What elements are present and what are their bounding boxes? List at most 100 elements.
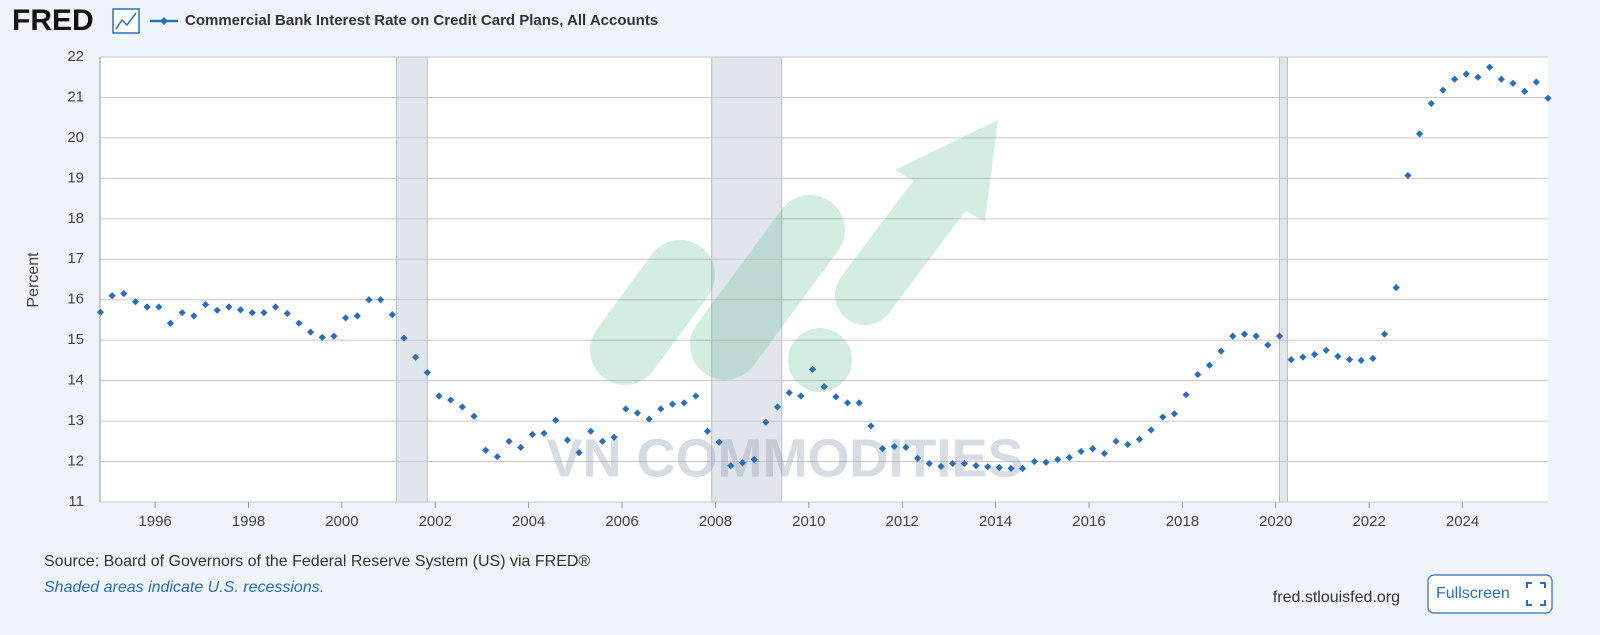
data-point: [890, 442, 898, 451]
data-point: [1287, 356, 1295, 364]
data-point: [984, 463, 992, 471]
fullscreen-label[interactable]: Fullscreen: [1436, 585, 1510, 602]
data-point: [762, 418, 770, 426]
data-point: [1451, 75, 1459, 83]
x-tick-label: 2002: [419, 513, 452, 530]
data-point: [1322, 346, 1330, 354]
data-point: [797, 392, 805, 400]
data-point: [236, 306, 245, 314]
data-point: [949, 459, 957, 468]
data-point: [715, 438, 723, 446]
data-point: [505, 437, 513, 445]
y-tick-label: 22: [67, 48, 84, 65]
data-point: [1077, 447, 1085, 456]
data-point: [1415, 130, 1424, 138]
data-point: [937, 462, 945, 470]
data-point: [423, 368, 431, 377]
data-point: [680, 399, 688, 407]
y-tick-label: 20: [67, 129, 84, 146]
data-point: [1486, 63, 1494, 71]
data-point: [703, 427, 712, 435]
data-point: [1159, 413, 1167, 421]
data-point: [1299, 353, 1307, 361]
data-point: [225, 303, 233, 311]
x-tick-label: 2010: [792, 513, 825, 530]
x-tick-label: 2018: [1166, 513, 1199, 530]
data-point: [1462, 70, 1470, 78]
data-point: [995, 464, 1003, 472]
data-point: [1089, 445, 1097, 453]
watermark-shapes: [590, 120, 998, 392]
data-point: [832, 393, 840, 401]
x-tick-label: 1996: [138, 513, 171, 530]
x-tick-label: 2014: [979, 513, 1012, 530]
data-point: [248, 309, 256, 317]
x-tick-label: 2020: [1259, 513, 1292, 530]
legend-label: Commercial Bank Interest Rate on Credit …: [185, 12, 658, 29]
data-point: [458, 403, 466, 411]
data-point: [692, 392, 700, 400]
fullscreen-button[interactable]: Fullscreen: [1427, 574, 1553, 614]
data-point: [353, 312, 361, 320]
data-point: [190, 312, 198, 320]
fred-logo: FRED: [12, 4, 94, 37]
data-point: [178, 309, 186, 317]
data-point: [867, 422, 875, 430]
data-point: [738, 459, 747, 467]
data-point: [306, 328, 315, 336]
data-point: [1345, 356, 1354, 364]
data-point: [808, 365, 817, 373]
data-point: [773, 403, 782, 411]
data-point: [155, 303, 163, 311]
x-tick-label: 2006: [605, 513, 638, 530]
data-point: [295, 319, 303, 327]
data-point: [1532, 78, 1540, 86]
data-point: [318, 333, 326, 341]
data-point: [902, 443, 910, 451]
y-tick-label: 12: [67, 453, 84, 470]
data-point: [1521, 87, 1529, 95]
data-point: [925, 459, 933, 468]
watermark-text: VN COMMODITIES: [546, 428, 1023, 488]
x-tick-label: 2022: [1352, 513, 1385, 530]
data-point: [855, 399, 863, 407]
recession-band: [396, 56, 428, 503]
data-point: [1019, 464, 1027, 473]
data-point: [388, 311, 396, 319]
data-point: [1380, 330, 1389, 338]
data-point: [447, 396, 455, 404]
y-tick-label: 13: [67, 412, 84, 429]
legend-key: [150, 17, 178, 25]
y-tick-label: 21: [67, 88, 84, 105]
data-point: [1369, 354, 1377, 362]
data-point: [879, 445, 887, 453]
x-tick-label: 2016: [1072, 513, 1105, 530]
data-point: [412, 353, 420, 361]
y-tick-label: 15: [67, 331, 84, 348]
data-point: [598, 437, 607, 445]
data-point: [820, 383, 828, 391]
data-point: [1054, 455, 1062, 464]
data-point: [1252, 332, 1260, 340]
data-point: [1112, 437, 1120, 445]
data-point: [1264, 341, 1272, 349]
y-tick-label: 19: [67, 169, 84, 186]
data-point: [377, 296, 385, 304]
data-point: [131, 298, 140, 306]
data-point: [143, 303, 151, 311]
x-tick-label: 2008: [699, 513, 732, 530]
data-point: [283, 309, 291, 318]
data-point: [1427, 99, 1435, 108]
recession-band: [1279, 56, 1288, 503]
data-point: [540, 429, 548, 437]
data-point: [960, 459, 968, 468]
data-point: [1275, 332, 1284, 340]
data-point: [1135, 435, 1144, 443]
data-point: [528, 430, 536, 439]
data-point: [517, 443, 525, 451]
site-url: fred.stlouisfed.org: [1273, 589, 1400, 606]
data-point: [1205, 361, 1214, 369]
data-point: [201, 300, 210, 309]
data-point: [1042, 458, 1050, 466]
